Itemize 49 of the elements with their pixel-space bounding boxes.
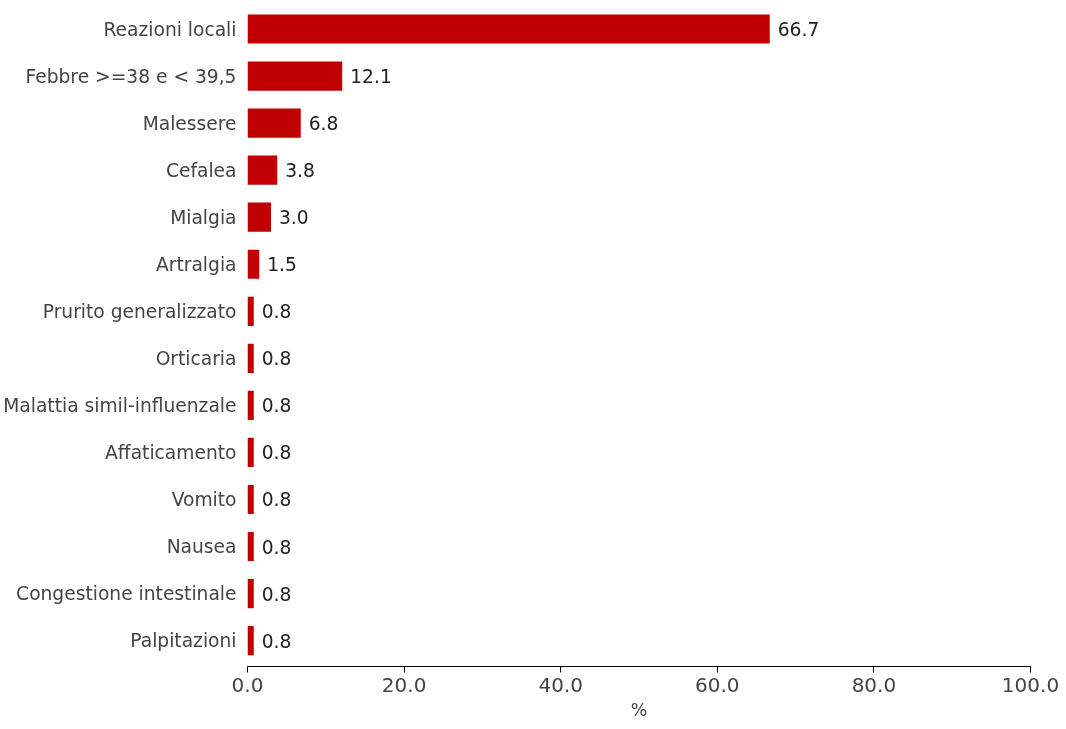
bar — [247, 484, 254, 515]
bar — [247, 437, 254, 468]
data-label: 3.0 — [278, 207, 309, 229]
data-label: 12.1 — [350, 66, 392, 88]
y-tick-label: Febbre >=38 e < 39,5 — [25, 65, 237, 87]
data-label: 66.7 — [777, 19, 820, 41]
y-tick-label: Vomito — [171, 488, 237, 510]
bar — [247, 249, 260, 279]
bar — [247, 296, 254, 326]
bar — [247, 343, 254, 373]
x-tick-label: 20.0 — [381, 672, 427, 697]
data-label: 0.8 — [261, 348, 292, 370]
bar — [247, 390, 254, 420]
data-label: 0.8 — [261, 583, 292, 605]
x-tick-label: 80.0 — [851, 672, 897, 697]
data-label: 0.8 — [261, 301, 292, 323]
data-label: 3.8 — [285, 160, 315, 182]
y-tick-label: Orticaria — [155, 347, 237, 369]
y-tick-label: Prurito generalizzato — [42, 300, 237, 322]
x-axis-title: % — [630, 699, 648, 720]
data-label: 1.5 — [267, 254, 297, 276]
bar — [247, 61, 343, 91]
y-tick-label: Malattia simil-influenzale — [3, 394, 237, 416]
y-tick-label: Artralgia — [156, 253, 237, 275]
bar — [247, 626, 254, 656]
bar — [247, 108, 301, 138]
y-tick-label: Cefalea — [165, 159, 237, 181]
data-label: 0.8 — [261, 395, 292, 417]
x-tick-label: 0.0 — [231, 672, 264, 697]
bar — [247, 578, 254, 609]
data-label: 0.8 — [261, 442, 292, 464]
data-label: 0.8 — [261, 489, 292, 511]
data-label: 0.8 — [261, 536, 292, 558]
data-label: 6.8 — [308, 113, 339, 135]
x-tick-label: 60.0 — [695, 672, 740, 697]
y-tick-label: Mialgia — [170, 206, 237, 228]
bar — [247, 202, 271, 232]
x-tick-label: 40.0 — [538, 672, 583, 697]
y-tick-label: Affaticamento — [105, 441, 237, 463]
bar — [247, 531, 254, 562]
y-tick-label: Malessere — [142, 112, 237, 134]
y-tick-label: Congestione intestinale — [16, 583, 237, 605]
y-tick-label: Nausea — [166, 536, 237, 558]
y-tick-label: Palpitazioni — [130, 630, 237, 652]
data-label: 0.8 — [261, 630, 292, 652]
x-tick-label: 100.0 — [1001, 672, 1060, 697]
bar — [247, 155, 278, 185]
y-tick-label: Reazioni locali — [103, 18, 237, 40]
bar — [247, 14, 770, 44]
